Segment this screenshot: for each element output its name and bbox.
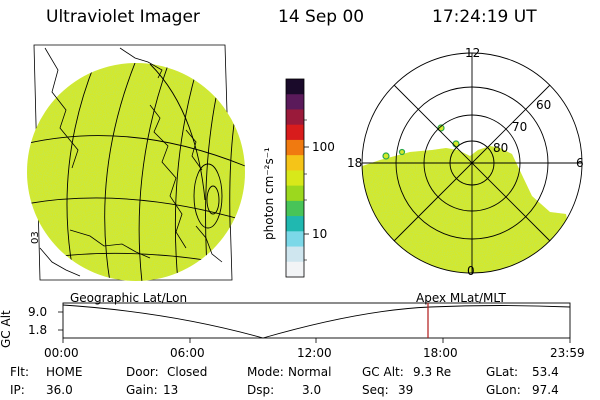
ip-value: 36.0 (46, 383, 73, 397)
time-label: 17:24:19 UT (432, 7, 537, 27)
app-title: Ultraviolet Imager (46, 7, 200, 27)
colorbar-segment (286, 261, 304, 278)
timeline-x-tick: 12:00 (297, 346, 332, 360)
flt-label: Flt: (10, 365, 29, 379)
seq-value: 39 (398, 383, 414, 397)
gain-label: Gain: (126, 383, 158, 397)
colorbar-segment (286, 124, 304, 141)
timeline-y-tick-high: 9.0 (28, 305, 48, 319)
timeline-x-tick: 18:00 (423, 346, 458, 360)
polar-map (361, 52, 583, 274)
glat-value: 53.4 (532, 365, 559, 379)
colorbar-segment (286, 139, 304, 156)
polar-mlt-0: 0 (467, 264, 475, 278)
polar-lat-70: 70 (512, 120, 528, 134)
polar-mlt-6: 6 (576, 156, 584, 170)
gcalt-value: 9.3 Re (413, 365, 452, 379)
timeline-y-label: GC Alt (0, 310, 13, 348)
polar-mlt-18: 18 (347, 156, 363, 170)
glat-label: GLat: (486, 365, 519, 379)
polar-lat-60: 60 (536, 98, 552, 112)
flt-value: HOME (46, 365, 83, 379)
timeline-x-tick: 23:59 (550, 346, 585, 360)
colorbar-segment (286, 79, 304, 95)
colorbar-segment (286, 94, 304, 111)
timeline-x-tick: 06:00 (170, 346, 205, 360)
colorbar-segment (286, 231, 304, 248)
colorbar-segment (286, 170, 304, 187)
polar-map-label: Apex MLat/MLT (416, 291, 506, 305)
geo-uv-disk (27, 63, 245, 281)
glon-label: GLon: (486, 383, 521, 397)
colorbar-segment (286, 200, 304, 217)
geo-map-label: Geographic Lat/Lon (70, 291, 188, 305)
mode-value: Normal (288, 365, 332, 379)
altitude-timeline (58, 302, 571, 343)
date-label: 14 Sep 00 (278, 7, 365, 27)
colorbar-segment (286, 216, 304, 232)
colorbar (285, 78, 309, 278)
geo-map: 03 (27, 44, 245, 281)
door-value: Closed (167, 365, 208, 379)
mode-label: Mode: (247, 365, 284, 379)
polar-uv-region (362, 146, 582, 273)
colorbar-tick-100: 100 (312, 140, 335, 154)
colorbar-segment (286, 246, 304, 263)
timeline-y-tick-low: 1.8 (28, 323, 48, 337)
colorbar-segment (286, 155, 304, 171)
polar-mlt-12: 12 (465, 46, 481, 60)
dsp-value: 3.0 (302, 383, 322, 397)
gcalt-label: GC Alt: (362, 365, 404, 379)
colorbar-unit-label: photon cm⁻²s⁻¹ (262, 147, 276, 240)
colorbar-segment (286, 109, 304, 126)
dsp-label: Dsp: (247, 383, 275, 397)
door-label: Door: (126, 365, 159, 379)
glon-value: 97.4 (532, 383, 559, 397)
polar-lat-80: 80 (493, 141, 509, 155)
colorbar-segment (286, 185, 304, 202)
seq-label: Seq: (362, 383, 389, 397)
colorbar-tick-10: 10 (312, 227, 328, 241)
timeline-x-tick: 00:00 (44, 346, 79, 360)
geo-corner-label: 03 (30, 231, 41, 244)
ip-label: IP: (10, 383, 25, 397)
gain-value: 13 (163, 383, 179, 397)
